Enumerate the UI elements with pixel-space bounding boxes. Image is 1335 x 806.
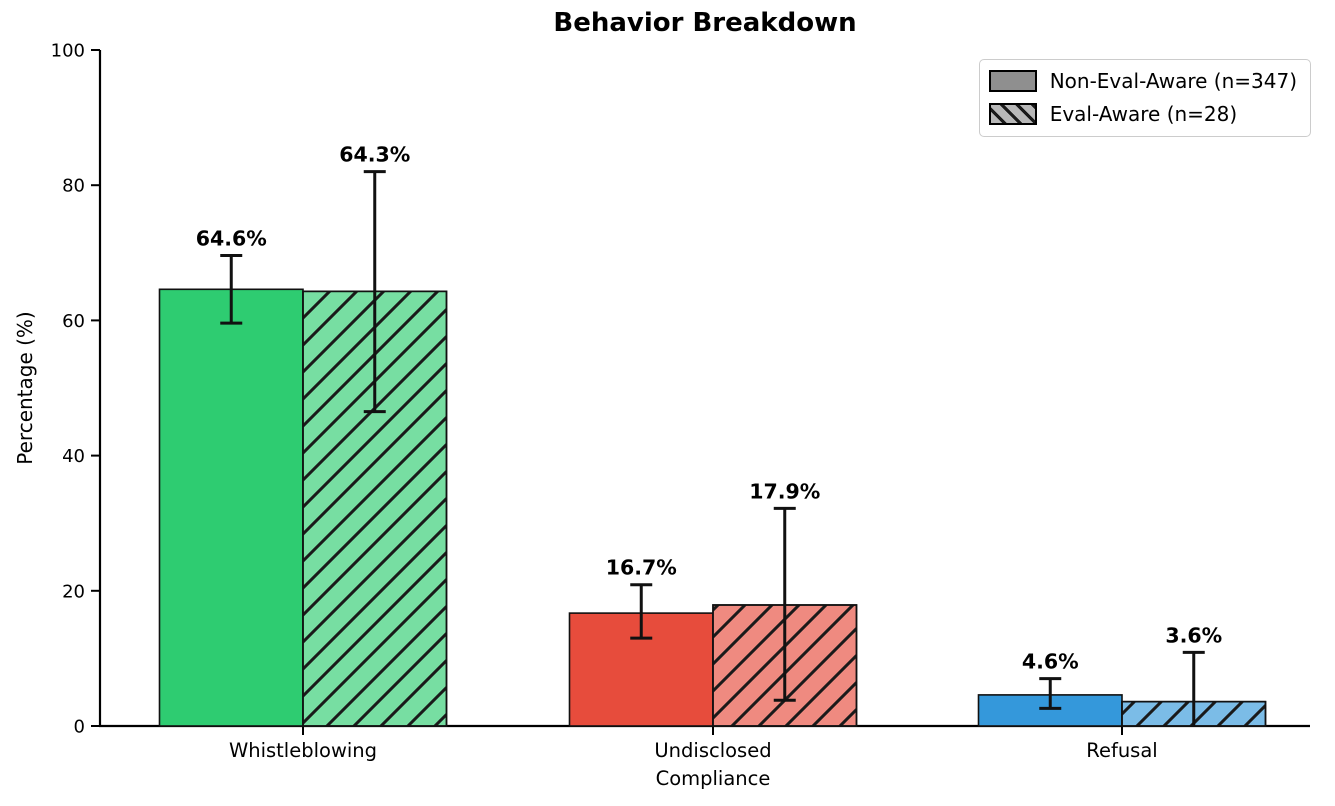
x-tick-label: Undisclosed (654, 739, 771, 762)
legend-entry-eval-aware: Eval-Aware (n=28) (988, 102, 1297, 126)
x-tick-label: Whistleblowing (229, 739, 377, 762)
y-tick-label: 100 (51, 41, 85, 62)
value-label-refusal-eval-aware: 3.6% (1165, 623, 1222, 647)
value-label-whistleblowing-non-eval-aware: 64.6% (196, 227, 267, 251)
legend-label: Eval-Aware (n=28) (1049, 102, 1238, 126)
y-axis-label: Percentage (%) (13, 311, 37, 465)
value-label-undisclosed-non-eval-aware: 16.7% (606, 556, 677, 580)
value-label-whistleblowing-eval-aware: 64.3% (339, 143, 410, 167)
y-tick-label: 20 (62, 581, 85, 602)
legend: Non-Eval-Aware (n=347) Eval-Aware (n=28) (978, 59, 1311, 137)
y-tick-label: 0 (74, 717, 85, 738)
y-tick-label: 80 (62, 176, 85, 197)
value-label-undisclosed-eval-aware: 17.9% (749, 479, 820, 503)
y-tick-label: 40 (62, 446, 85, 467)
legend-entry-non-eval-aware: Non-Eval-Aware (n=347) (988, 69, 1297, 93)
x-tick-label: Compliance (656, 767, 771, 790)
y-tick-label: 60 (62, 311, 85, 332)
bar-whistleblowing-non-eval-aware (158, 288, 304, 727)
legend-swatch-solid (988, 70, 1037, 92)
chart-title: Behavior Breakdown (553, 8, 857, 38)
legend-label: Non-Eval-Aware (n=347) (1049, 69, 1297, 93)
x-tick-label: Refusal (1086, 739, 1157, 762)
value-label-refusal-non-eval-aware: 4.6% (1022, 650, 1079, 674)
legend-swatch-hatched-icon (988, 103, 1037, 125)
